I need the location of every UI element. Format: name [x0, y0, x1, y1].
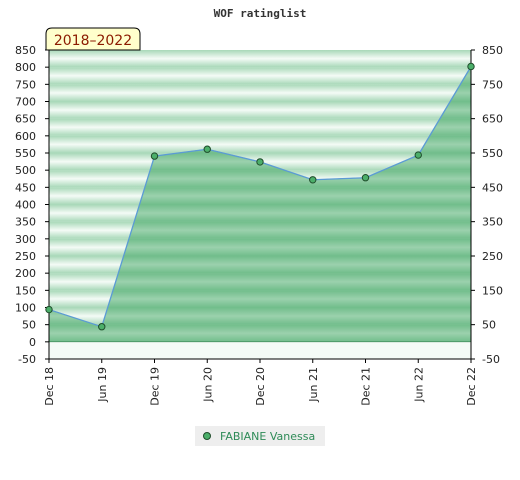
right-tick-label: 350: [482, 216, 503, 229]
grid-band: [49, 273, 471, 291]
data-point: [45, 305, 53, 314]
left-tick-label: 700: [15, 96, 36, 109]
grid-band: [49, 324, 471, 342]
left-tick-label: -50: [18, 353, 36, 366]
grid-band: [49, 256, 471, 274]
left-tick-label: 500: [15, 164, 36, 177]
period-badge: 2018–2022: [45, 27, 141, 51]
grid-band: [49, 204, 471, 222]
left-tick-label: 50: [22, 319, 36, 332]
right-tick-label: 650: [482, 113, 503, 126]
right-tick-label: 50: [482, 319, 496, 332]
left-tick-label: 300: [15, 233, 36, 246]
left-tick-label: 400: [15, 199, 36, 212]
grid-band: [49, 307, 471, 325]
grid-band: [49, 238, 471, 256]
left-y-axis: 8508007507006506005505004504003503002502…: [15, 44, 50, 366]
grid-band: [49, 135, 471, 153]
left-tick-label: 0: [29, 336, 36, 349]
data-point: [414, 151, 422, 159]
data-point: [150, 152, 159, 160]
data-point: [98, 323, 106, 331]
right-y-axis: 850 750 650 550 450 350 250 150 50 -50: [470, 44, 503, 366]
grid-band: [49, 84, 471, 102]
x-tick-label: Jun 20: [201, 367, 214, 403]
left-tick-label: 350: [15, 216, 36, 229]
right-tick-label: 450: [482, 181, 503, 194]
x-axis: Dec 18 Jun 19 Dec 19 Jun 20 Dec 20 Jun 21 Dec …: [43, 358, 478, 406]
right-tick-label: 750: [482, 78, 503, 91]
x-tick-label: Dec 18: [43, 367, 56, 406]
x-tick-label: Dec 20: [254, 367, 267, 406]
x-tick-label: Dec 19: [149, 367, 162, 406]
left-tick-label: 250: [15, 250, 36, 263]
left-tick-label: 600: [15, 130, 36, 143]
legend: FABIANE Vanessa: [195, 426, 325, 446]
x-tick-label: Dec 21: [360, 367, 373, 406]
data-point: [203, 145, 211, 153]
grid-band: [49, 187, 471, 205]
left-tick-label: 800: [15, 61, 36, 74]
left-tick-label: 450: [15, 181, 36, 194]
x-tick-label: Jun 19: [96, 367, 109, 403]
right-tick-label: 250: [482, 250, 503, 263]
series-markers: [45, 62, 475, 331]
data-point: [256, 158, 264, 166]
left-tick-label: 750: [15, 78, 36, 91]
chart-title: WOF ratinglist: [214, 7, 307, 20]
left-tick-label: 200: [15, 267, 36, 280]
period-badge-label: 2018–2022: [54, 33, 132, 49]
grid-band: [49, 50, 471, 68]
right-tick-label: -50: [482, 353, 500, 366]
x-tick-label: Jun 21: [307, 367, 320, 403]
data-point: [309, 176, 317, 184]
x-tick-label: Jun 22: [412, 367, 425, 403]
series-area-fill: [49, 66, 471, 342]
left-tick-label: 100: [15, 302, 36, 315]
right-tick-label: 150: [482, 284, 503, 297]
grid-band: [49, 290, 471, 308]
left-tick-label: 650: [15, 113, 36, 126]
left-tick-label: 150: [15, 284, 36, 297]
grid-band: [49, 67, 471, 85]
right-tick-label: 850: [482, 44, 503, 57]
right-tick-label: 550: [482, 147, 503, 160]
grid-band: [49, 101, 471, 119]
data-point: [361, 174, 370, 182]
grid-band: [49, 341, 471, 359]
grid-band: [49, 221, 471, 239]
legend-marker: [203, 432, 211, 440]
left-tick-label: 550: [15, 147, 36, 160]
legend-label: FABIANE Vanessa: [220, 430, 315, 443]
data-point: [467, 62, 475, 71]
left-tick-label: 850: [15, 44, 36, 57]
grid-band: [49, 118, 471, 136]
x-tick-label: Dec 22: [465, 367, 478, 406]
